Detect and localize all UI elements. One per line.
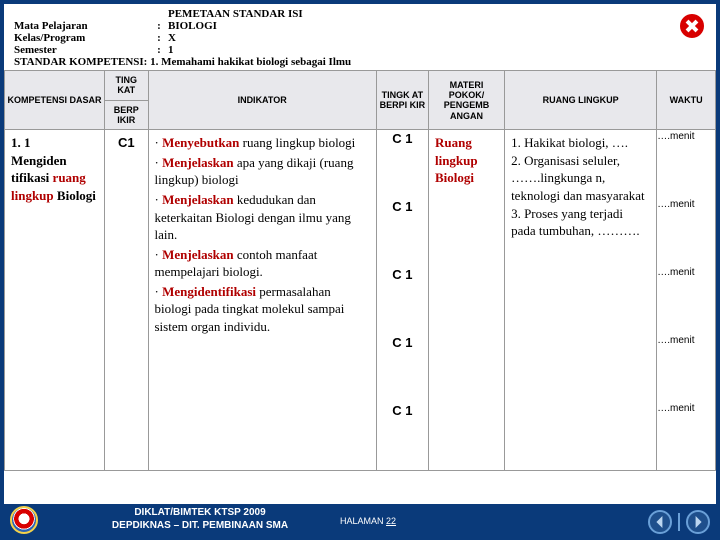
- hdr-label-1: Kelas/Program: [14, 32, 154, 44]
- hdr-value-1: X: [168, 32, 355, 44]
- footer-bar: DIKLAT/BIMTEK KTSP 2009DEPDIKNAS – DIT. …: [0, 504, 720, 540]
- page-indicator: HALAMAN 22: [340, 516, 396, 526]
- hdr-label-2: Semester: [14, 44, 154, 56]
- col-ruang: RUANG LINGKUP: [505, 71, 657, 130]
- next-button[interactable]: [686, 510, 710, 534]
- col-kd: KOMPETENSI DASAR: [5, 71, 105, 130]
- logo-icon: [10, 506, 38, 534]
- hdr-value-2: 1: [168, 44, 355, 56]
- col-tingkat-b: BERP IKIR: [105, 100, 148, 130]
- stdkomp-value: Memahami hakikat biologi sebagai Ilmu: [161, 56, 351, 68]
- kd-cell: 1. 1 Mengiden tifikasi ruang lingkup Bio…: [5, 130, 105, 471]
- main-table: KOMPETENSI DASAR TING KAT INDIKATOR TING…: [4, 70, 716, 471]
- col-tb: TINGK AT BERPI KIR: [376, 71, 428, 130]
- hdr-label-0: Mata Pelajaran: [14, 20, 154, 32]
- header-block: PEMETAAN STANDAR ISI Mata Pelajaran : BI…: [4, 4, 716, 70]
- col-waktu: WAKTU: [657, 71, 716, 130]
- nav-separator-icon: [678, 513, 680, 531]
- slide-page: PEMETAAN STANDAR ISI Mata Pelajaran : BI…: [4, 4, 716, 504]
- ruang-cell: 1. Hakikat biologi, …. 2. Organisasi sel…: [505, 130, 657, 471]
- footer-text: DIKLAT/BIMTEK KTSP 2009DEPDIKNAS – DIT. …: [80, 507, 320, 532]
- materi-cell: Ruang lingkup Biologi: [428, 130, 504, 471]
- col-materi: MATERI POKOK/ PENGEMB ANGAN: [428, 71, 504, 130]
- prev-button[interactable]: [648, 510, 672, 534]
- close-icon[interactable]: [678, 12, 706, 40]
- col-tingkat-a: TING KAT: [105, 71, 148, 101]
- doc-title: PEMETAAN STANDAR ISI: [168, 8, 355, 20]
- nav-controls: [648, 510, 710, 534]
- tingkat-cell: C1: [105, 130, 148, 471]
- col-indikator: INDIKATOR: [148, 71, 376, 130]
- stdkomp-label: STANDAR KOMPETENSI: 1.: [14, 56, 158, 68]
- indikator-cell: · Menyebutkan ruang lingkup biologi · Me…: [148, 130, 376, 471]
- tb-cell: C 1 C 1 C 1 C 1 C 1: [376, 130, 428, 471]
- hdr-value-0: BIOLOGI: [168, 20, 355, 32]
- waktu-cell: ….menit ….menit ….menit ….menit ….menit: [657, 130, 716, 471]
